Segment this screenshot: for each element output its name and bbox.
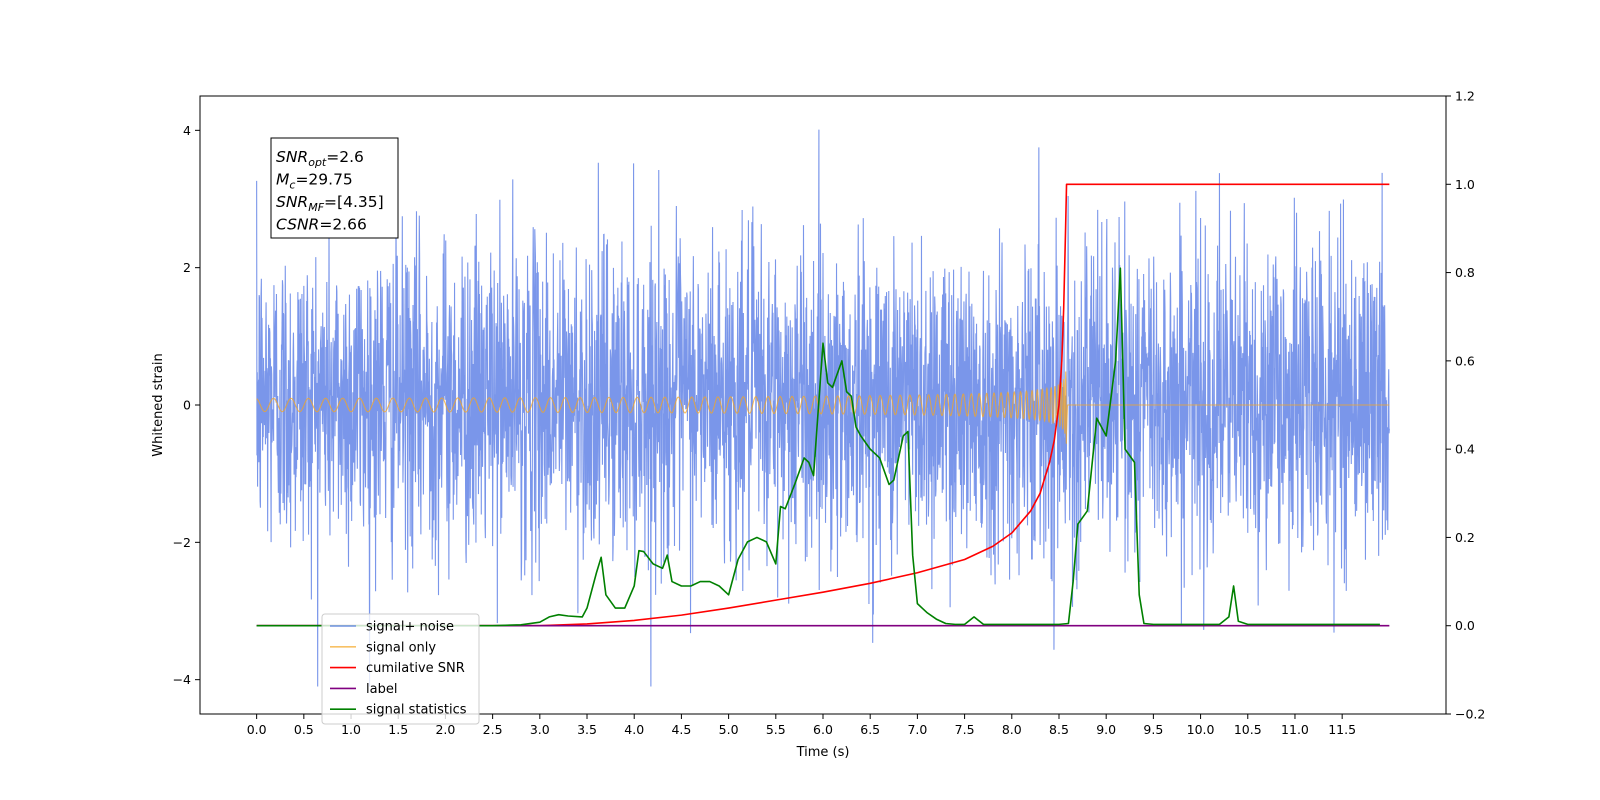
- legend-label-signal-statistics: signal statistics: [366, 703, 467, 718]
- series-signal-noise: [256, 129, 1390, 687]
- y2-tick-label: 0.8: [1455, 265, 1475, 280]
- x-tick-label: 0.5: [294, 722, 314, 737]
- y2-tick-label: 1.0: [1455, 177, 1475, 192]
- x-tick-label: 1.0: [341, 722, 361, 737]
- y-tick-label: 0: [183, 398, 191, 413]
- y-axis-left: −4 −2 0 2 4: [173, 123, 200, 687]
- y2-tick-label: 0.6: [1455, 353, 1475, 368]
- x-tick-label: 11.5: [1328, 722, 1356, 737]
- x-tick-label: 9.0: [1096, 722, 1116, 737]
- x-axis-title: Time (s): [796, 745, 850, 760]
- y-tick-label: −4: [173, 672, 191, 687]
- y-axis-title: Whitened strain: [151, 353, 166, 456]
- series-signal-statistics: [256, 267, 1380, 627]
- y2-tick-label: 0.2: [1455, 530, 1475, 545]
- y2-tick-label: 0.4: [1455, 442, 1475, 457]
- x-tick-label: 4.0: [624, 722, 644, 737]
- annotation-line: SNRopt=2.6: [276, 148, 364, 169]
- x-tick-label: 3.5: [577, 722, 597, 737]
- x-tick-label: 10.0: [1187, 722, 1215, 737]
- y-tick-label: 4: [183, 123, 191, 138]
- y-tick-label: 2: [183, 260, 191, 275]
- legend-label-signal-only: signal only: [366, 640, 436, 655]
- x-tick-label: 6.5: [860, 722, 880, 737]
- legend-label-signal-noise: signal+ noise: [366, 620, 454, 635]
- legend: signal+ noise signal only cumilative SNR la…: [321, 613, 480, 725]
- legend-label-cumilative-snr: cumilative SNR: [366, 661, 465, 676]
- x-tick-label: 7.0: [907, 722, 927, 737]
- x-tick-label: 0.0: [247, 722, 267, 737]
- y2-tick-label: −0.2: [1455, 707, 1485, 722]
- y-axis-right: −0.2 0.0 0.2 0.4 0.6 0.8 1.0 1.2: [1446, 89, 1485, 722]
- y2-tick-label: 1.2: [1455, 89, 1475, 104]
- x-tick-label: 10.5: [1234, 722, 1262, 737]
- annotation-line: Mc=29.75: [276, 171, 353, 192]
- legend-frame: [321, 613, 480, 725]
- x-tick-label: 8.5: [1049, 722, 1069, 737]
- x-tick-label: 5.5: [766, 722, 786, 737]
- x-tick-label: 7.5: [955, 722, 975, 737]
- x-tick-label: 3.0: [530, 722, 550, 737]
- x-tick-label: 11.0: [1281, 722, 1309, 737]
- annotation-line: CSNR=2.66: [276, 216, 367, 234]
- annotation-frame: [270, 137, 399, 239]
- y-tick-label: −2: [173, 535, 191, 550]
- x-axis: 0.0 0.5 1.0 1.5 2.0 2.5 3.0 3.5 4.0 4.5 5.0 5.5 6.0 6…: [247, 714, 1356, 737]
- x-tick-label: 8.0: [1002, 722, 1022, 737]
- series-signal-only: [256, 371, 1390, 444]
- x-tick-label: 6.0: [813, 722, 833, 737]
- x-tick-label: 2.0: [435, 722, 455, 737]
- x-tick-label: 1.5: [388, 722, 408, 737]
- legend-label-label: label: [366, 682, 397, 697]
- x-tick-label: 4.5: [671, 722, 691, 737]
- annotation-line: SNRMF=[4.35]: [276, 193, 384, 214]
- x-tick-label: 5.0: [719, 722, 739, 737]
- series-cumilative-snr: [256, 183, 1390, 627]
- x-tick-label: 9.5: [1143, 722, 1163, 737]
- x-tick-label: 2.5: [483, 722, 503, 737]
- y2-tick-label: 0.0: [1455, 618, 1475, 633]
